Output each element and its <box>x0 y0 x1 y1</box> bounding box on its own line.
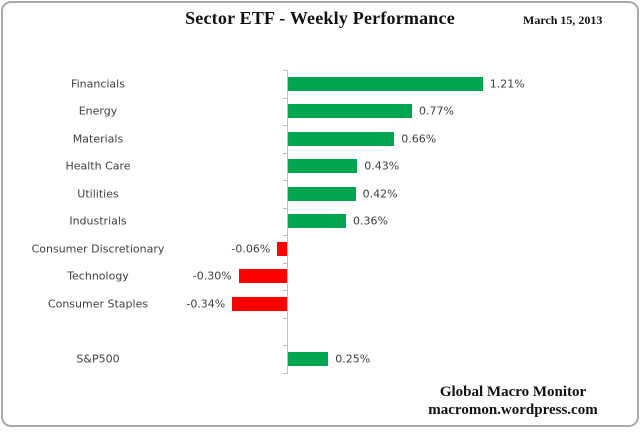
category-label: Financials <box>71 77 125 91</box>
category-label: Consumer Discretionary <box>31 242 165 256</box>
axis-tick <box>283 345 288 346</box>
zero-axis-line <box>287 70 288 373</box>
axis-tick <box>283 207 288 209</box>
bar-row <box>0 318 640 346</box>
category-label: Materials <box>72 132 124 146</box>
category-label: Consumer Staples <box>47 297 149 311</box>
bar-row: Health Care 0.43% <box>0 153 640 181</box>
chart-date: March 15, 2013 <box>523 13 603 27</box>
negative-bar <box>238 269 287 284</box>
category-label: S&P500 <box>76 352 120 366</box>
value-label: 0.66% <box>401 132 437 146</box>
value-label: -0.30% <box>192 269 232 283</box>
positive-bar <box>288 104 412 119</box>
category-label: Industrials <box>69 214 127 228</box>
bar-row: Technology -0.30% <box>0 263 640 291</box>
axis-tick <box>283 262 288 264</box>
axis-tick <box>283 97 288 99</box>
bar-row: Consumer Discretionary -0.06% <box>0 235 640 263</box>
bar-row: Energy 0.77% <box>0 98 640 126</box>
value-label: -0.34% <box>186 297 226 311</box>
axis-tick <box>283 372 288 374</box>
category-label: Technology <box>67 269 129 283</box>
footer-source-name: Global Macro Monitor <box>439 384 587 400</box>
negative-bar <box>277 241 287 256</box>
value-label: 0.42% <box>362 187 398 201</box>
bar-row: Industrials 0.36% <box>0 208 640 236</box>
value-label: 0.77% <box>418 104 454 118</box>
positive-bar <box>288 186 356 201</box>
footer-source-url: macromon.wordpress.com <box>428 402 598 418</box>
bar-row: Financials 1.21% <box>0 70 640 98</box>
bar-row: S&P500 0.25% <box>0 345 640 373</box>
axis-tick <box>283 125 288 126</box>
value-label: -0.06% <box>231 242 271 256</box>
category-label: Health Care <box>65 159 131 173</box>
bar-row: Consumer Staples -0.34% <box>0 290 640 318</box>
axis-tick <box>283 152 288 154</box>
positive-bar <box>288 351 329 366</box>
negative-bar <box>232 296 287 311</box>
axis-tick <box>283 290 288 291</box>
footer-attribution: Global Macro Monitor macromon.wordpress.… <box>380 383 640 419</box>
category-label: Energy <box>78 104 118 118</box>
positive-bar <box>288 214 346 229</box>
value-label: 0.25% <box>335 352 371 366</box>
bar-row: Utilities 0.42% <box>0 180 640 208</box>
value-label: 1.21% <box>489 77 525 91</box>
value-label: 0.36% <box>352 214 388 228</box>
axis-tick <box>283 70 288 71</box>
axis-tick <box>283 235 288 236</box>
positive-bar <box>288 131 395 146</box>
value-label: 0.43% <box>364 159 400 173</box>
axis-tick <box>283 317 288 319</box>
chart-title: Sector ETF - Weekly Performance <box>185 8 455 28</box>
category-label: Utilities <box>77 187 119 201</box>
positive-bar <box>288 159 358 174</box>
bar-row: Materials 0.66% <box>0 125 640 153</box>
positive-bar <box>288 76 483 91</box>
axis-tick <box>283 180 288 181</box>
